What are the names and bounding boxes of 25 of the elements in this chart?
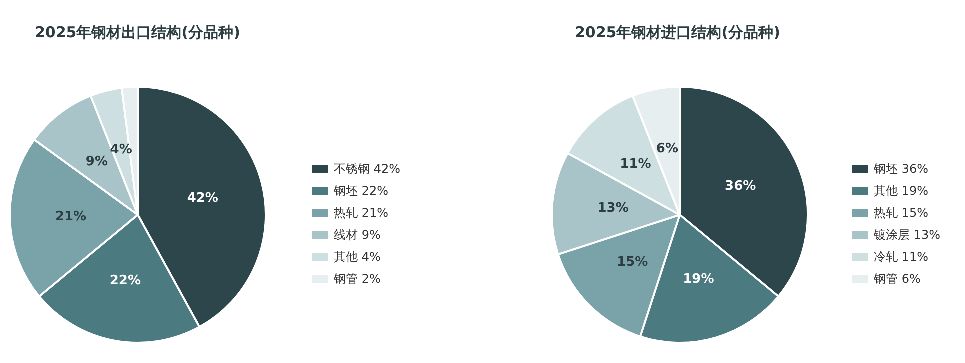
data-label: 13% xyxy=(598,201,629,216)
data-label: 9% xyxy=(86,154,108,170)
data-label: 11% xyxy=(620,157,652,172)
chart-title: 2025年钢材进口结构(分品种) xyxy=(575,24,780,42)
data-label: 21% xyxy=(55,210,87,225)
legend-label: 其他 4% xyxy=(334,250,381,264)
data-label: 4% xyxy=(110,142,132,158)
data-label: 19% xyxy=(683,272,714,287)
data-label: 15% xyxy=(617,254,648,270)
data-label: 36% xyxy=(725,178,756,194)
chart-title: 2025年钢材出口结构(分品种) xyxy=(35,24,240,42)
legend-label: 钢管 6% xyxy=(873,272,921,286)
data-label: 22% xyxy=(110,273,142,288)
legend-label: 钢管 2% xyxy=(333,272,381,286)
legend-label: 热轧 21% xyxy=(334,206,388,220)
legend-label: 冷轧 11% xyxy=(874,250,928,264)
legend-label: 热轧 15% xyxy=(874,206,928,220)
data-label: 6% xyxy=(656,142,678,157)
legend-label: 钢坯 22% xyxy=(333,184,388,198)
data-label: 42% xyxy=(187,190,218,206)
legend-label: 线材 9% xyxy=(334,228,381,242)
legend-label: 镀涂层 13% xyxy=(873,228,940,242)
legend-label: 钢坯 36% xyxy=(873,162,928,176)
legend-label: 不锈钢 42% xyxy=(334,162,400,176)
legend-label: 其他 19% xyxy=(874,184,928,198)
